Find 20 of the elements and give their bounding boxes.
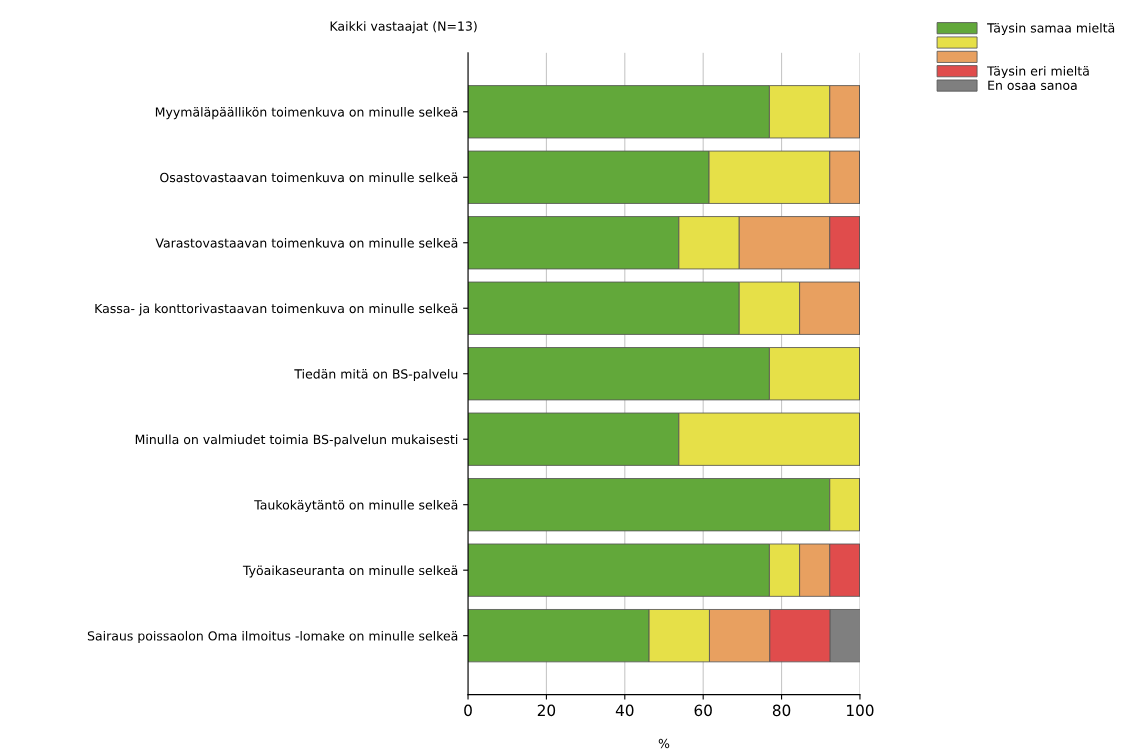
x-axis-title: % xyxy=(658,738,670,749)
y-tick-label: Kassa- ja konttorivastaavan toimenkuva on minulle selkeä xyxy=(95,303,458,316)
legend-label: Täysin samaa mieltä xyxy=(987,22,1115,36)
y-tick-label: Sairaus poissaolon Oma ilmoitus -lomake on minulle selkeä xyxy=(87,630,458,644)
y-tick-label: Myymäläpäällikön toimenkuva on minulle selkeä xyxy=(155,107,458,120)
x-tick-label: 60 xyxy=(694,704,712,717)
y-tick-label: Työaikaseuranta on minulle selkeä xyxy=(242,565,458,578)
legend-label: Täysin eri mieltä xyxy=(987,66,1089,79)
x-tick-label: 100 xyxy=(847,704,874,717)
y-tick-label: Varastovastaavan toimenkuva on minulle selkeä xyxy=(155,238,458,248)
x-tick-label: 40 xyxy=(615,704,634,717)
legend-label: En osaa sanoa xyxy=(988,80,1077,91)
y-tick-label: Taukokäytäntö on minulle selkeä xyxy=(254,499,458,513)
y-tick-label: Tiedän mitä on BS-palvelu xyxy=(294,368,458,382)
x-tick-label: 80 xyxy=(772,704,791,717)
chart-title: Kaikki vastaajat (N=13) xyxy=(330,21,477,34)
y-tick-label: Osastovastaavan toimenkuva on minulle selkeä xyxy=(160,172,458,183)
x-tick-label: 20 xyxy=(537,704,556,717)
y-tick-label: Minulla on valmiudet toimia BS-palvelun mukaisesti xyxy=(135,434,458,447)
x-tick-label: 0 xyxy=(464,704,472,717)
